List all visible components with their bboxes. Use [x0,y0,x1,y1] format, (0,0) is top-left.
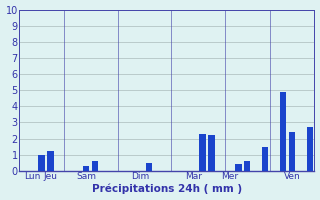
Bar [280,92,286,171]
Bar [307,127,313,171]
Bar [83,166,89,171]
Bar [38,155,45,171]
Bar [146,163,152,171]
Bar [47,151,54,171]
Bar [262,147,268,171]
Bar [289,132,295,171]
Bar [208,135,215,171]
X-axis label: Précipitations 24h ( mm ): Précipitations 24h ( mm ) [92,184,242,194]
Bar [244,161,251,171]
Bar [92,161,98,171]
Bar [235,164,242,171]
Bar [199,134,206,171]
